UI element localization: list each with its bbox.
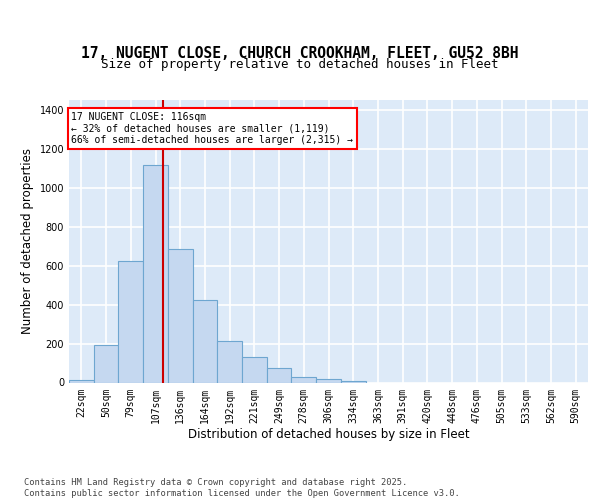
Bar <box>168 249 193 382</box>
Bar <box>316 378 341 382</box>
Bar <box>217 340 242 382</box>
Bar <box>94 344 118 383</box>
Text: 17, NUGENT CLOSE, CHURCH CROOKHAM, FLEET, GU52 8BH: 17, NUGENT CLOSE, CHURCH CROOKHAM, FLEET… <box>81 46 519 61</box>
Bar <box>118 260 143 382</box>
Bar <box>341 381 365 382</box>
Bar <box>267 368 292 382</box>
Text: Contains HM Land Registry data © Crown copyright and database right 2025.
Contai: Contains HM Land Registry data © Crown c… <box>24 478 460 498</box>
Text: 17 NUGENT CLOSE: 116sqm
← 32% of detached houses are smaller (1,119)
66% of semi: 17 NUGENT CLOSE: 116sqm ← 32% of detache… <box>71 112 353 145</box>
Bar <box>69 380 94 382</box>
X-axis label: Distribution of detached houses by size in Fleet: Distribution of detached houses by size … <box>188 428 469 441</box>
Bar <box>193 300 217 382</box>
Bar <box>242 357 267 382</box>
Y-axis label: Number of detached properties: Number of detached properties <box>21 148 34 334</box>
Bar <box>143 166 168 382</box>
Bar <box>292 376 316 382</box>
Text: Size of property relative to detached houses in Fleet: Size of property relative to detached ho… <box>101 58 499 71</box>
